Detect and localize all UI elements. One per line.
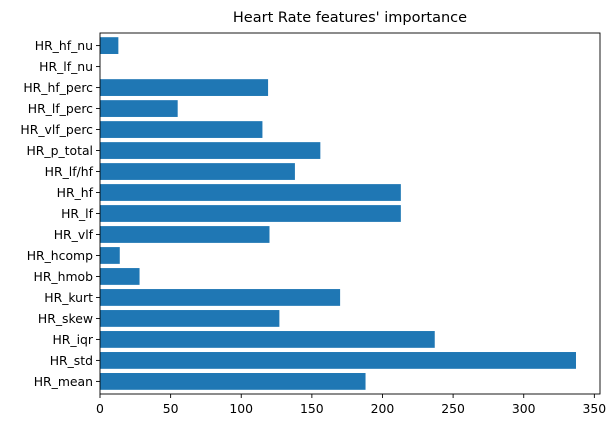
y-tick-label: HR_lf_perc — [28, 101, 93, 116]
x-tick-label: 150 — [300, 401, 324, 416]
y-axis-ticks: HR_mean HR_std HR_iqr HR_skew HR_kurt HR_hmob… — [20, 38, 100, 389]
y-tick-label: HR_hmob — [34, 269, 94, 284]
bar-hr-skew — [100, 310, 280, 327]
y-tick-label: HR_kurt — [44, 290, 93, 305]
bar-hr-hcomp — [100, 247, 120, 264]
chart-title: Heart Rate features' importance — [233, 10, 467, 26]
y-tick-label: HR_skew — [38, 311, 93, 326]
y-tick-label: HR_hf_perc — [23, 80, 93, 95]
bars-group — [100, 37, 576, 390]
y-tick-label: HR_lf_nu — [39, 59, 93, 74]
x-tick-label: 300 — [512, 401, 536, 416]
y-tick-label: HR_p_total — [26, 143, 93, 158]
bar-hr-hf — [100, 184, 401, 201]
bar-hr-hf-nu — [100, 37, 119, 54]
x-tick-label: 100 — [229, 401, 253, 416]
x-tick-label: 0 — [96, 401, 104, 416]
x-tick-label: 200 — [371, 401, 395, 416]
x-tick-label: 350 — [583, 401, 607, 416]
bar-hr-lf-hf — [100, 163, 295, 180]
bar-hr-lf-perc — [100, 100, 178, 117]
bar-hr-p-total — [100, 142, 321, 159]
bar-hr-hmob — [100, 268, 140, 285]
y-tick-label: HR_vlf_perc — [20, 122, 93, 137]
plot-frame — [99, 32, 601, 395]
y-tick-label: HR_iqr — [52, 332, 93, 347]
y-tick-label: HR_lf/hf — [45, 164, 94, 179]
bar-hr-mean — [100, 373, 366, 390]
bar-hr-iqr — [100, 331, 435, 348]
bar-hr-vlf-perc — [100, 121, 263, 138]
x-tick-label: 50 — [163, 401, 179, 416]
y-tick-label: HR_hcomp — [27, 248, 93, 263]
bar-hr-std — [100, 352, 576, 369]
x-tick-label: 250 — [441, 401, 465, 416]
bar-hr-vlf — [100, 226, 270, 243]
y-tick-label: HR_std — [50, 353, 93, 368]
bar-hr-kurt — [100, 289, 341, 306]
x-axis-ticks: 0 50 100 150 200 250 300 350 — [96, 394, 606, 416]
bar-hr-lf — [100, 205, 401, 222]
y-tick-label: HR_mean — [34, 374, 93, 389]
y-tick-label: HR_hf — [57, 185, 94, 200]
y-tick-label: HR_hf_nu — [35, 38, 93, 53]
y-tick-label: HR_vlf — [54, 227, 94, 242]
y-tick-label: HR_lf — [61, 206, 94, 221]
bar-hr-hf-perc — [100, 79, 269, 96]
